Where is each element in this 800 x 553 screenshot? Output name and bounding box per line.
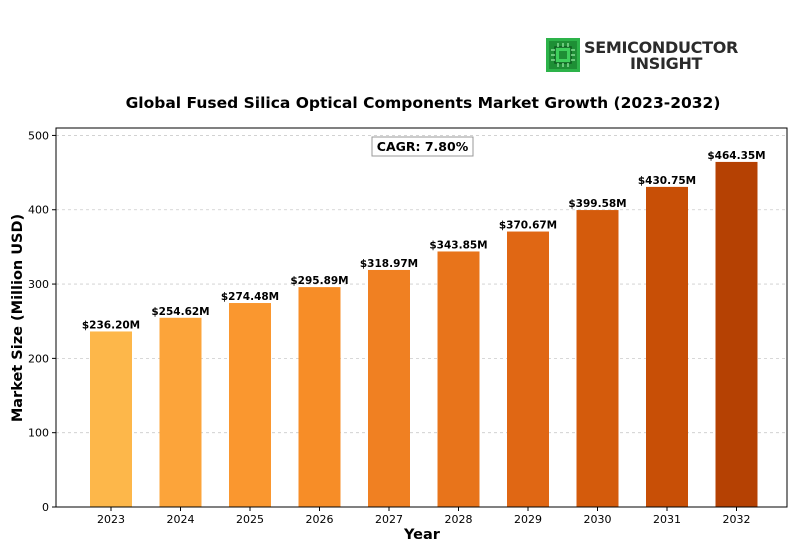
bar-value-label: $254.62M — [151, 306, 209, 318]
x-tick-label: 2029 — [514, 513, 542, 526]
bar-2031 — [646, 186, 688, 508]
x-tick-label: 2023 — [97, 513, 125, 526]
bar-2027 — [368, 269, 410, 507]
y-tick-label: 200 — [28, 352, 49, 365]
bar-value-label: $295.89M — [290, 275, 348, 287]
bar-value-label: $370.67M — [499, 220, 557, 232]
bar-2032 — [715, 161, 758, 508]
bar-value-label: $343.85M — [429, 239, 487, 251]
x-tick-label: 2028 — [445, 513, 473, 526]
bar-2023 — [90, 331, 132, 507]
logo-text-line1: SEMICONDUCTOR — [584, 38, 739, 57]
plot-frame — [55, 127, 788, 508]
bar-2029 — [507, 231, 549, 507]
cagr-text: CAGR: 7.80% — [377, 139, 469, 154]
y-tick-label: 300 — [28, 278, 49, 291]
y-tick-label: 500 — [28, 129, 49, 142]
x-axis-ticks: 2023 2024 2025 2026 2027 2028 2029 2030 2031 2032 — [97, 507, 751, 526]
x-tick-label: 2024 — [167, 513, 195, 526]
bar-2026 — [298, 287, 341, 507]
logo-text-line2: INSIGHT — [630, 54, 703, 73]
bar-value-label: $399.58M — [568, 198, 626, 210]
x-tick-label: 2025 — [236, 513, 264, 526]
cagr-annotation: CAGR: 7.80% — [371, 136, 474, 157]
x-tick-label: 2030 — [584, 513, 612, 526]
bar-2024 — [159, 317, 202, 507]
bar-value-labels: $236.20M $254.62M $274.48M $295.89M $318.97M… — [82, 150, 766, 332]
bar-2025 — [229, 303, 271, 507]
bar-2030 — [576, 210, 619, 507]
y-tick-label: 0 — [42, 501, 49, 514]
cagr-box — [371, 136, 474, 157]
bar-2028 — [437, 251, 480, 507]
bars — [90, 161, 758, 508]
chart-title: Global Fused Silica Optical Components M… — [125, 94, 721, 112]
bar-value-label: $464.35M — [707, 150, 765, 162]
y-axis-label: Market Size (Million USD) — [10, 214, 26, 422]
bar-value-label: $236.20M — [82, 319, 140, 331]
y-axis-ticks: 0 100 200 300 400 500 — [28, 129, 56, 514]
x-tick-label: 2026 — [306, 513, 334, 526]
x-tick-label: 2031 — [653, 513, 681, 526]
x-tick-label: 2032 — [723, 513, 751, 526]
y-tick-label: 400 — [28, 204, 49, 217]
y-tick-label: 100 — [28, 427, 49, 440]
bar-value-label: $430.75M — [638, 175, 696, 187]
x-axis-label: Year — [403, 527, 441, 543]
chip-icon — [546, 38, 580, 72]
x-tick-label: 2027 — [375, 513, 403, 526]
bar-value-label: $274.48M — [221, 291, 279, 303]
bar-value-label: $318.97M — [360, 258, 418, 270]
